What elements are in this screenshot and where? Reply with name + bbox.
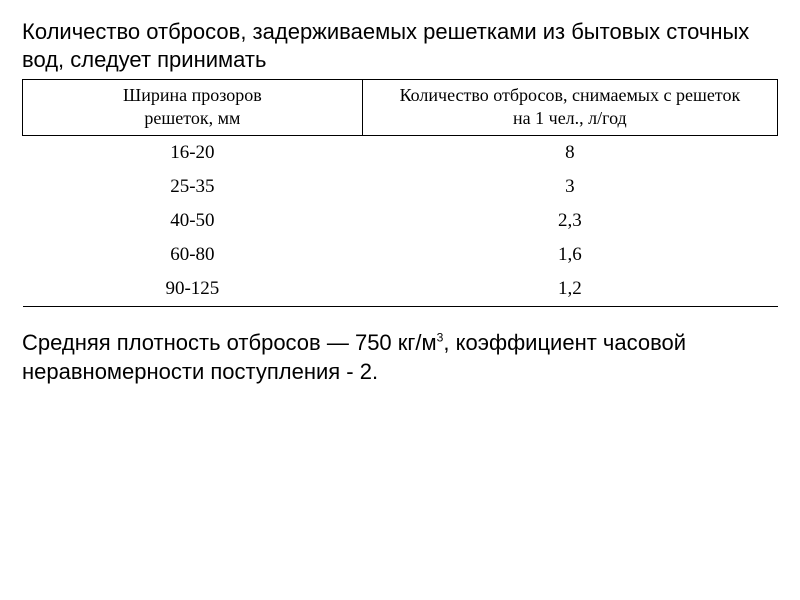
table-cell: 25-35 xyxy=(23,170,363,204)
table-row: 90-125 1,2 xyxy=(23,272,778,307)
table-row: 16-20 8 xyxy=(23,136,778,171)
table-row: 40-50 2,3 xyxy=(23,204,778,238)
table-cell: 8 xyxy=(362,136,777,171)
footnote-paragraph: Средняя плотность отбросов — 750 кг/м3, … xyxy=(22,329,778,386)
header-line: Количество отбросов, снимаемых с решеток xyxy=(400,85,741,105)
table-cell: 2,3 xyxy=(362,204,777,238)
table-cell: 60-80 xyxy=(23,238,363,272)
table-header-cell: Количество отбросов, снимаемых с решеток… xyxy=(362,80,777,136)
header-line: на 1 чел., л/год xyxy=(513,108,627,128)
header-line: Ширина прозоров xyxy=(123,85,262,105)
header-line: решеток, мм xyxy=(144,108,240,128)
intro-paragraph: Количество отбросов, задерживаемых решет… xyxy=(22,18,778,73)
table-row: 25-35 3 xyxy=(23,170,778,204)
table-cell: 3 xyxy=(362,170,777,204)
document-page: Количество отбросов, задерживаемых решет… xyxy=(0,0,800,386)
table-cell: 1,6 xyxy=(362,238,777,272)
table-cell: 40-50 xyxy=(23,204,363,238)
table-cell: 90-125 xyxy=(23,272,363,307)
footnote-text-pre: Средняя плотность отбросов — 750 кг/м xyxy=(22,330,437,355)
table-row: 60-80 1,6 xyxy=(23,238,778,272)
table-header-cell: Ширина прозоров решеток, мм xyxy=(23,80,363,136)
table-cell: 16-20 xyxy=(23,136,363,171)
table-header-row: Ширина прозоров решеток, мм Количество о… xyxy=(23,80,778,136)
screenings-table: Ширина прозоров решеток, мм Количество о… xyxy=(22,79,778,307)
table-cell: 1,2 xyxy=(362,272,777,307)
